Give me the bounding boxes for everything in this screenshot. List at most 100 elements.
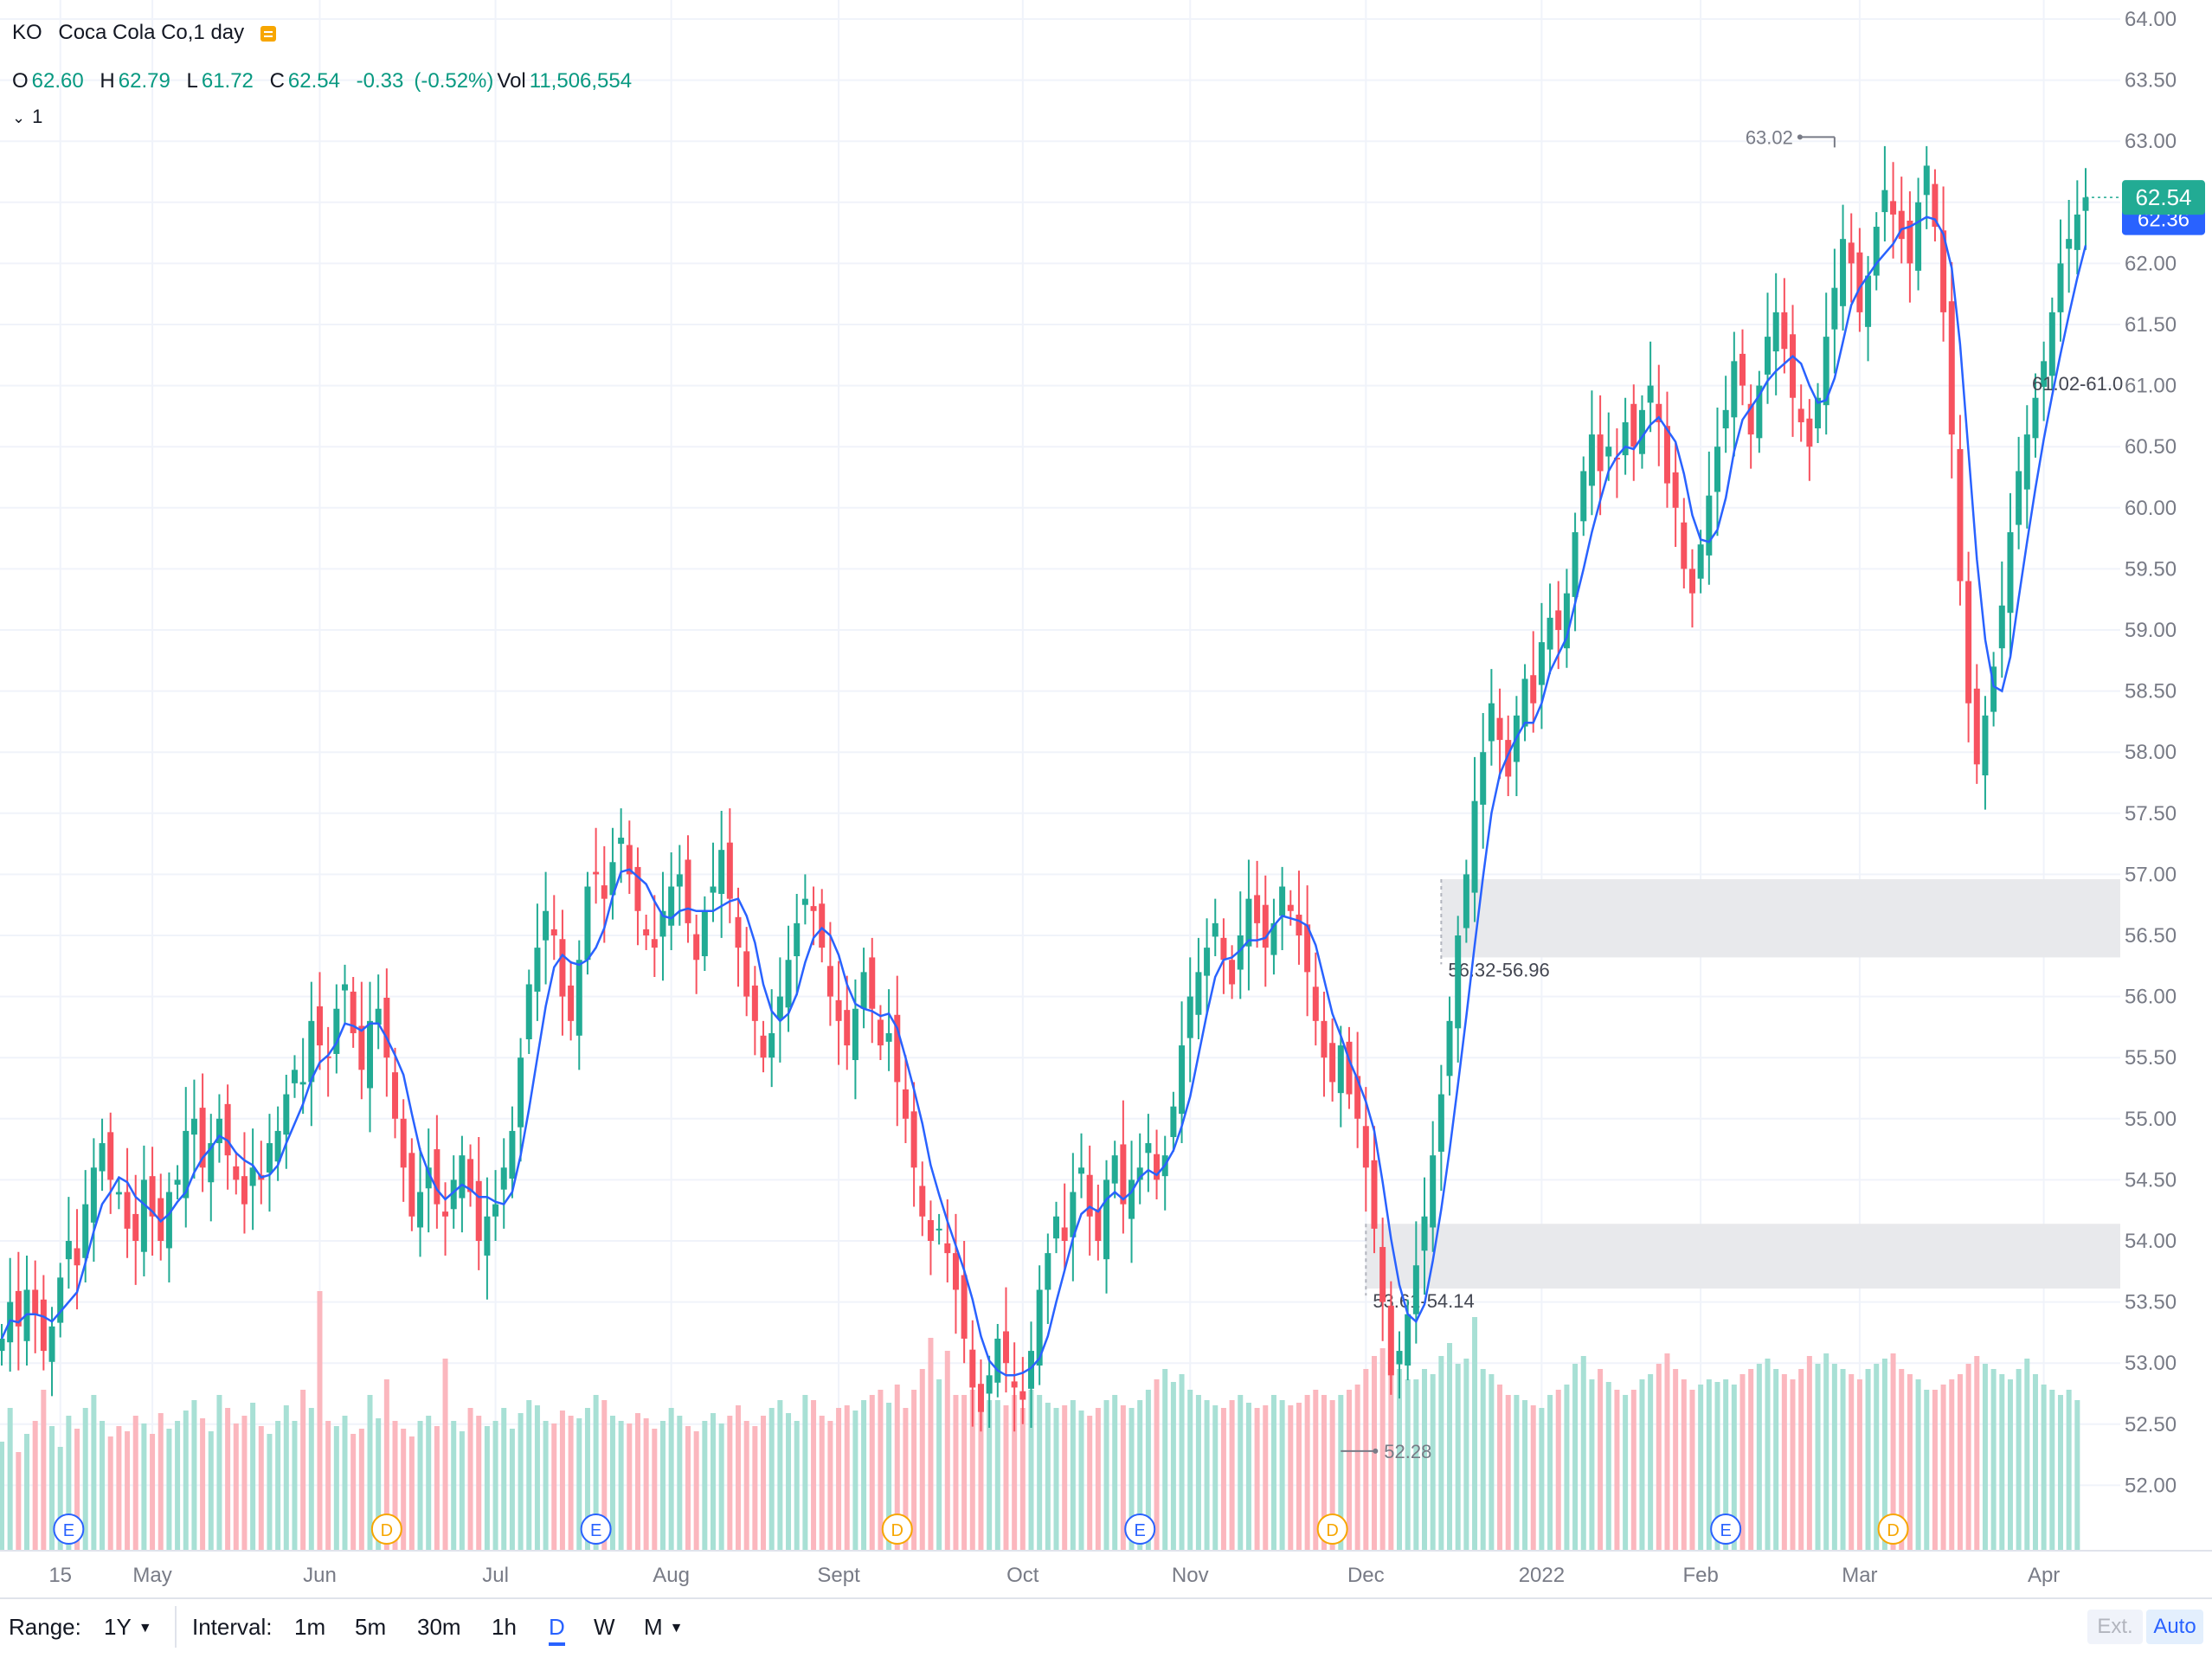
volume-bar: [401, 1429, 407, 1551]
candle: [333, 984, 340, 1074]
y-tick-label: 63.00: [2125, 130, 2177, 153]
candle: [1990, 652, 1997, 727]
y-tick-label: 57.50: [2125, 802, 2177, 826]
volume-bar: [1990, 1369, 1997, 1551]
volume-bar: [827, 1421, 833, 1551]
candle: [1145, 1114, 1152, 1192]
volume-bar: [609, 1416, 615, 1551]
x-tick-label: Aug: [653, 1564, 690, 1587]
volume-bar: [961, 1395, 968, 1551]
volume-bar: [91, 1395, 97, 1551]
candle-body: [434, 1149, 440, 1205]
candle-body: [1907, 220, 1913, 264]
interval-w[interactable]: W: [594, 1614, 615, 1640]
candle-body: [1488, 703, 1495, 742]
candle-body: [735, 916, 742, 948]
range-select[interactable]: 1Y ▼: [104, 1611, 152, 1642]
volume-bar: [501, 1408, 507, 1551]
candle-body: [869, 957, 876, 1009]
candle: [1756, 370, 1763, 453]
candle: [1563, 569, 1570, 668]
candle-body: [15, 1290, 22, 1327]
candle: [1229, 945, 1236, 999]
y-tick-label: 59.50: [2125, 557, 2177, 581]
extended-hours-button[interactable]: Ext.: [2087, 1610, 2143, 1644]
volume-bar: [216, 1395, 222, 1551]
volume-bar: [1739, 1374, 1746, 1551]
volume-bar: [125, 1431, 131, 1551]
candle: [651, 895, 658, 978]
volume-bar: [283, 1405, 289, 1551]
candle-body: [534, 948, 541, 992]
candle-body: [165, 1192, 172, 1249]
interval-30m[interactable]: 30m: [417, 1614, 461, 1640]
candle: [1797, 384, 1804, 442]
candle: [107, 1112, 114, 1214]
candle-body: [1061, 1227, 1068, 1241]
interval-d[interactable]: D: [549, 1611, 565, 1646]
candle: [543, 871, 550, 985]
price-chart[interactable]: 52.00 52.50 53.00 53.50 54.00 54.50 55.00 55.50…: [0, 0, 2212, 1597]
candle-body: [751, 985, 758, 1021]
chevron-down-icon[interactable]: ⌄: [12, 109, 26, 126]
notes-icon[interactable]: [260, 25, 276, 42]
volume-bar: [509, 1429, 515, 1551]
volume-bar: [1263, 1405, 1269, 1551]
volume-bar: [1070, 1400, 1076, 1551]
ohlc-legend: O 62.60 H 62.79 L 61.72 C 62.54 -0.33 (-0.52%…: [12, 69, 642, 93]
candle: [475, 1136, 482, 1270]
indicator-toggle[interactable]: ⌄ 1: [12, 106, 53, 128]
candle: [1747, 384, 1754, 469]
volume-bar: [1480, 1369, 1486, 1551]
candle-body: [124, 1192, 131, 1229]
y-tick-label: 54.00: [2125, 1230, 2177, 1253]
candle: [1538, 602, 1545, 729]
volume-bar: [1706, 1379, 1712, 1551]
candle: [199, 1073, 206, 1192]
interval-1h[interactable]: 1h: [492, 1614, 517, 1640]
volume-bar: [1714, 1382, 1720, 1551]
candle-body: [1129, 1179, 1135, 1219]
candle: [1036, 1265, 1043, 1385]
volume-bar: [225, 1408, 231, 1551]
y-tick-label: 55.00: [2125, 1108, 2177, 1131]
y-tick-label: 61.00: [2125, 375, 2177, 398]
candle: [1204, 918, 1211, 1015]
high-value: 62.79: [118, 69, 170, 93]
candle: [442, 1182, 449, 1256]
volume-bar: [158, 1413, 164, 1551]
interval-m[interactable]: M ▼: [644, 1611, 684, 1642]
candle-body: [1011, 1381, 1018, 1388]
interval-1m[interactable]: 1m: [294, 1614, 326, 1640]
volume-bar: [1254, 1408, 1260, 1551]
gap-zone: [1441, 879, 2120, 958]
volume-bar: [467, 1408, 473, 1551]
volume-bar: [618, 1421, 624, 1551]
volume-bar: [1238, 1395, 1244, 1551]
candle: [341, 964, 348, 1025]
candle-body: [1463, 874, 1469, 929]
volume-bar: [1580, 1356, 1586, 1551]
volume-bar: [2074, 1400, 2080, 1551]
auto-scale-button[interactable]: Auto: [2146, 1610, 2203, 1644]
candle: [1663, 391, 1670, 508]
candle: [2048, 297, 2055, 391]
volume-bar: [41, 1390, 47, 1551]
interval-label: Interval:: [192, 1614, 273, 1640]
candle: [467, 1144, 474, 1207]
volume-bar: [250, 1403, 256, 1551]
candle: [1840, 204, 1847, 331]
candle-body: [969, 1349, 976, 1388]
volume-bar: [325, 1421, 331, 1551]
toolbar-divider: [175, 1606, 177, 1648]
volume-bar: [1856, 1379, 1862, 1551]
interval-5m[interactable]: 5m: [355, 1614, 387, 1640]
volume-bar: [1204, 1400, 1210, 1551]
candle-body: [1245, 898, 1252, 947]
volume-bar: [1723, 1379, 1729, 1551]
candle-body: [1731, 361, 1738, 418]
candle-body: [601, 885, 608, 899]
candle-body: [550, 929, 557, 935]
volume-bar: [333, 1426, 339, 1551]
volume-bar: [2032, 1374, 2038, 1551]
